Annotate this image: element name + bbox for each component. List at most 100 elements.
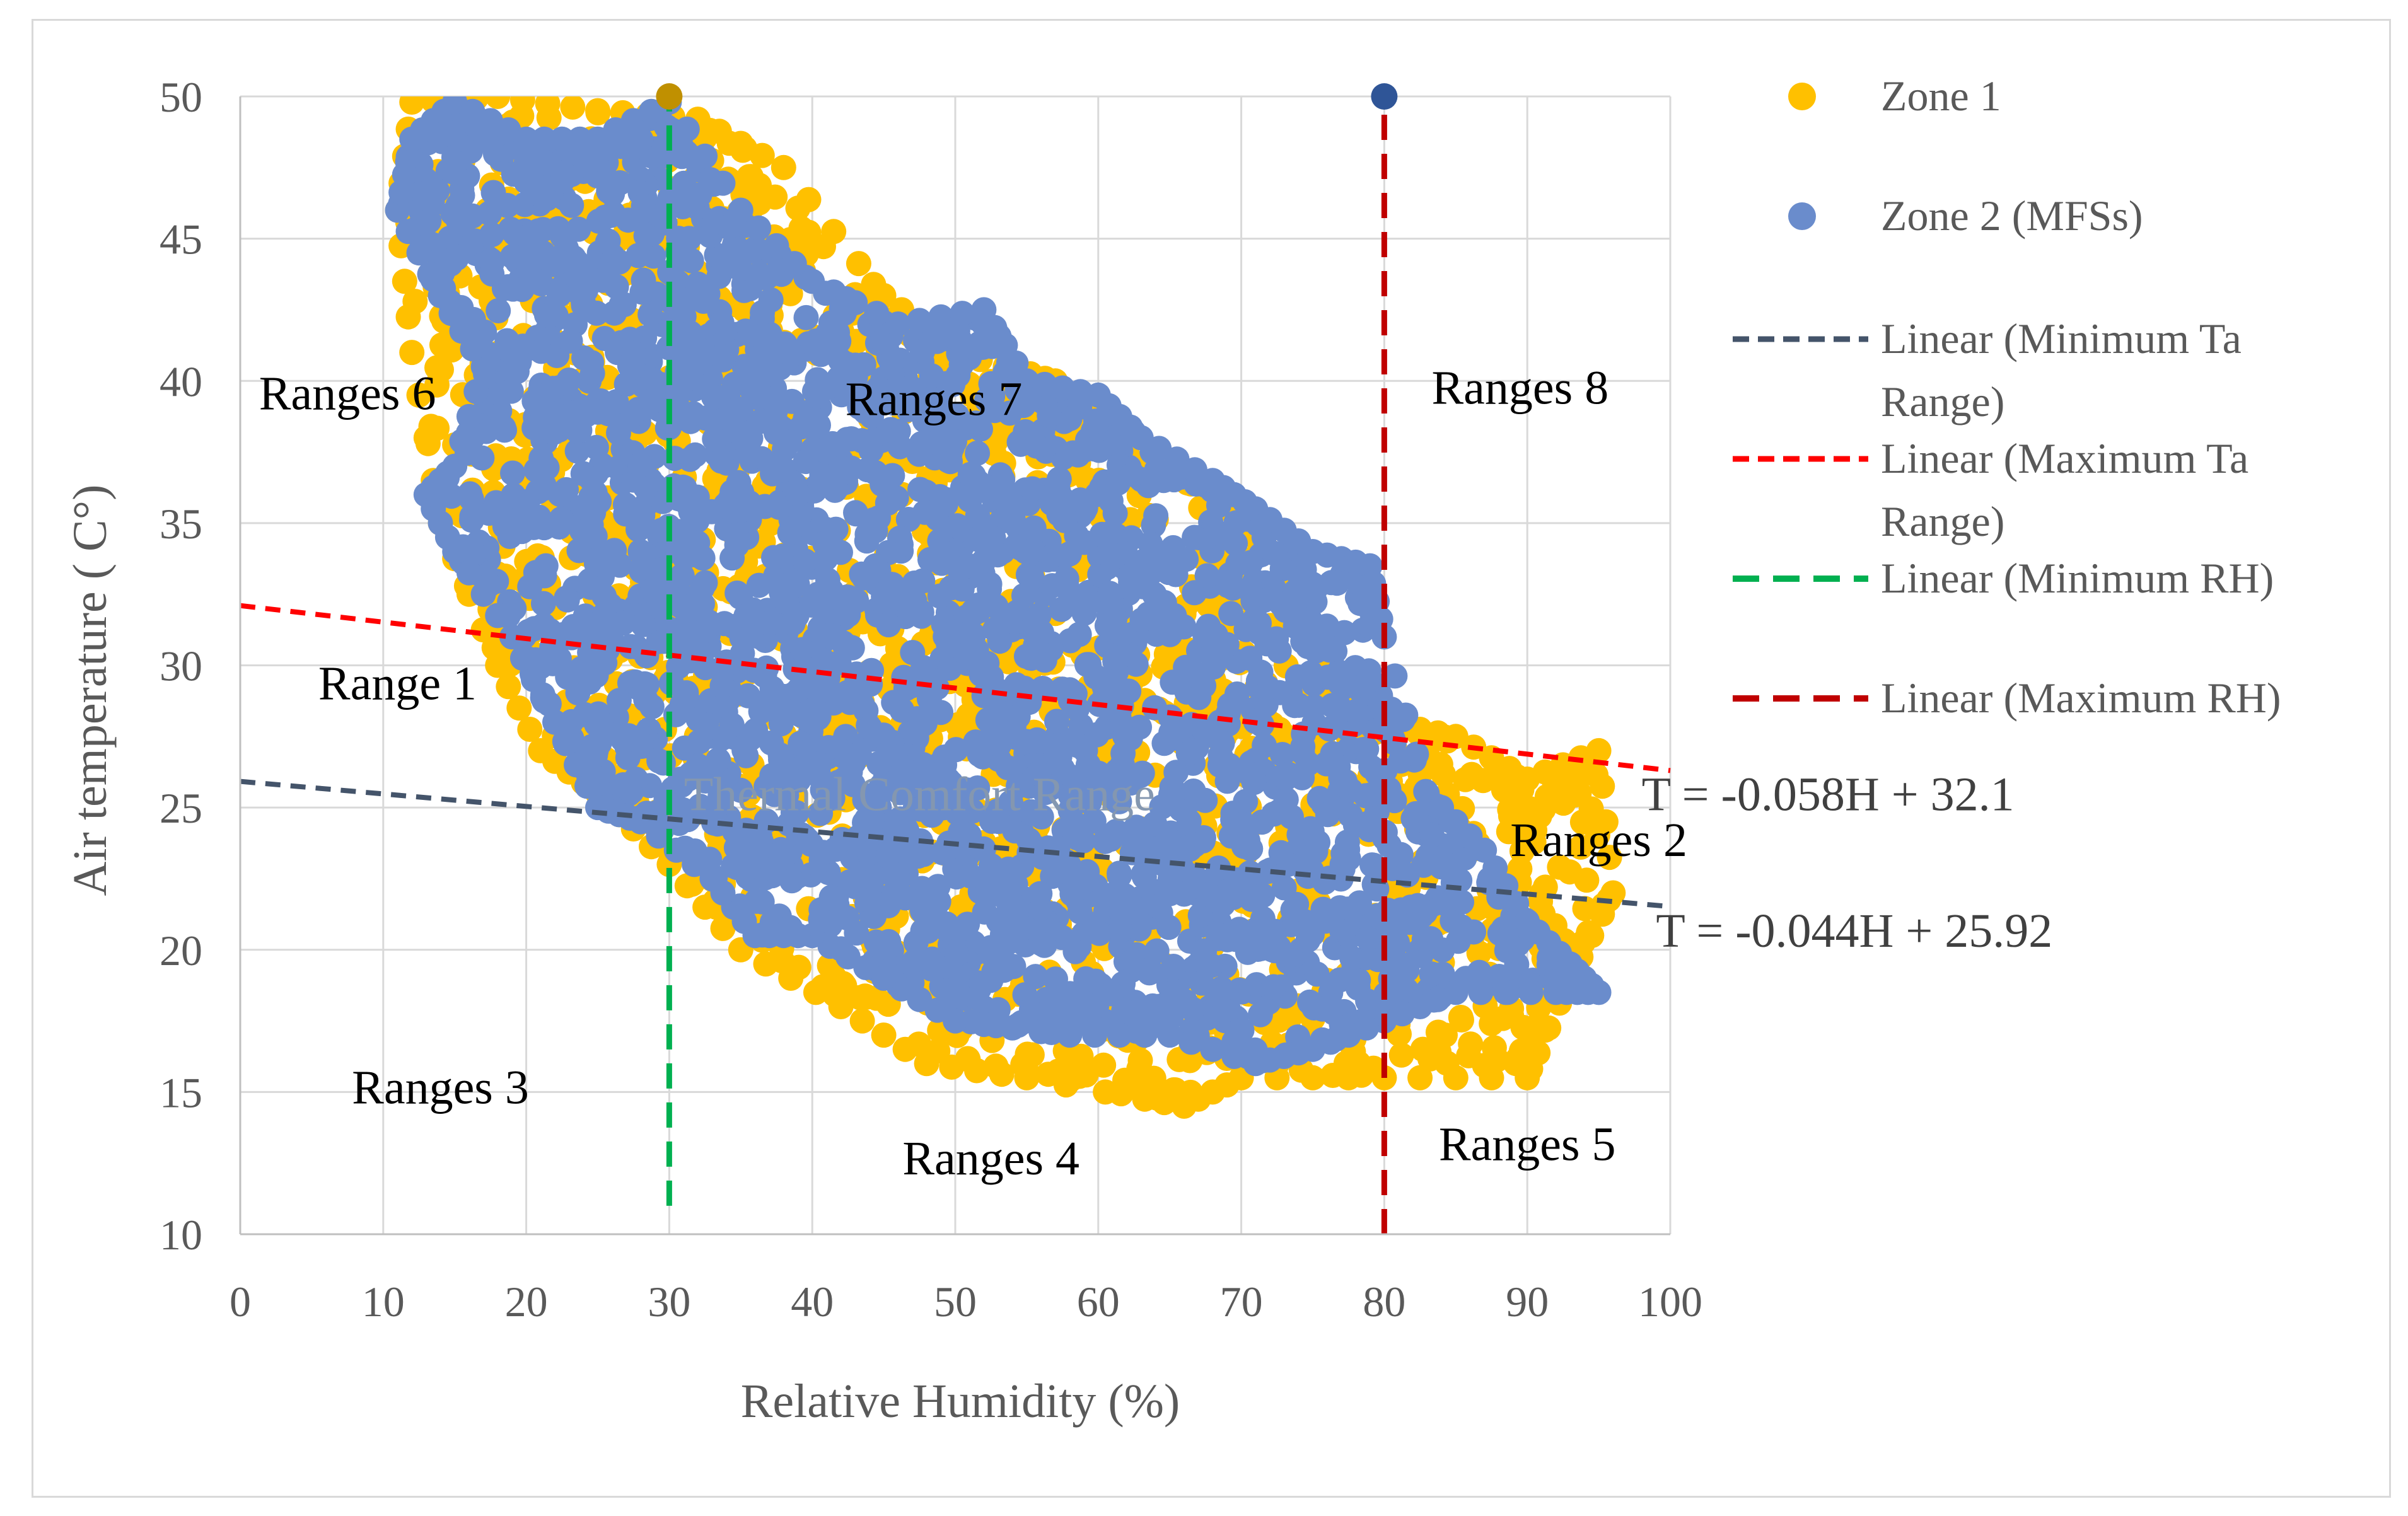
- data-point: [803, 980, 829, 1005]
- data-point: [1194, 563, 1220, 589]
- data-point: [709, 344, 735, 369]
- legend-item: Linear (Minimum RH): [1733, 554, 2274, 602]
- data-point: [948, 819, 974, 845]
- data-point: [789, 223, 815, 248]
- data-point: [392, 269, 417, 294]
- data-point: [1132, 1022, 1158, 1048]
- data-point: [1107, 918, 1133, 943]
- data-point: [1057, 1022, 1083, 1048]
- data-point: [1458, 1031, 1484, 1057]
- data-point: [1288, 583, 1313, 609]
- data-point: [1112, 723, 1137, 749]
- data-point: [528, 738, 554, 763]
- legend-label: Linear (Maximum Ta: [1881, 434, 2248, 482]
- data-point: [610, 610, 636, 636]
- data-point: [719, 545, 745, 571]
- data-point: [1163, 562, 1189, 587]
- data-point: [1221, 1044, 1247, 1069]
- data-point: [514, 148, 539, 174]
- data-point: [623, 634, 649, 660]
- data-point: [1023, 964, 1049, 990]
- annotation-label: Ranges 6: [259, 367, 436, 420]
- data-point: [532, 688, 557, 714]
- data-point: [796, 187, 822, 212]
- data-point: [1142, 811, 1168, 837]
- y-tick-label: 15: [160, 1068, 202, 1116]
- data-point: [595, 229, 620, 255]
- data-point: [1382, 663, 1408, 689]
- annotation-label: Ranges 2: [1510, 814, 1687, 867]
- data-point: [721, 853, 747, 879]
- data-point: [606, 420, 631, 446]
- data-point: [1143, 503, 1169, 529]
- data-point: [904, 720, 930, 746]
- data-point: [1144, 938, 1170, 964]
- x-tick-label: 90: [1506, 1278, 1549, 1326]
- data-point: [449, 429, 475, 454]
- data-point: [1089, 521, 1115, 547]
- data-point: [399, 340, 425, 366]
- data-point: [532, 475, 557, 501]
- data-point: [843, 500, 868, 526]
- data-point: [1249, 809, 1275, 835]
- data-point: [1053, 543, 1079, 569]
- data-point: [1449, 889, 1475, 915]
- data-point: [1459, 761, 1485, 787]
- data-point: [678, 648, 704, 674]
- data-point: [424, 178, 450, 204]
- data-point: [858, 783, 883, 809]
- data-point: [578, 574, 603, 600]
- data-point: [1334, 915, 1359, 940]
- data-point: [1176, 809, 1202, 834]
- data-point: [646, 748, 672, 774]
- data-point: [1355, 925, 1381, 951]
- data-point: [1525, 1040, 1551, 1066]
- data-point: [1331, 674, 1356, 700]
- data-point: [456, 403, 482, 429]
- data-point: [1327, 967, 1352, 993]
- data-point: [1300, 922, 1325, 947]
- data-point: [692, 768, 718, 794]
- data-point: [733, 743, 759, 768]
- data-point: [1103, 697, 1129, 723]
- data-point: [1426, 1039, 1452, 1065]
- data-point: [1087, 562, 1113, 587]
- x-tick-label: 30: [648, 1278, 690, 1326]
- data-point: [984, 477, 1010, 502]
- data-point: [1247, 1002, 1273, 1027]
- data-point: [971, 548, 997, 574]
- data-point: [786, 677, 811, 703]
- data-point: [806, 763, 832, 789]
- data-point: [793, 304, 819, 330]
- data-point: [1054, 570, 1079, 596]
- data-point: [564, 438, 590, 464]
- legend-label: Range): [1881, 497, 2004, 545]
- data-point: [513, 126, 539, 152]
- data-point: [912, 499, 938, 525]
- data-point: [1158, 704, 1184, 730]
- data-point: [1192, 623, 1218, 649]
- data-point: [722, 416, 748, 442]
- data-point: [1254, 631, 1280, 657]
- data-point: [1214, 632, 1240, 657]
- data-point: [849, 1008, 875, 1034]
- data-point: [845, 382, 870, 408]
- data-point: [1003, 672, 1029, 698]
- annotation-label: Ranges 5: [1439, 1118, 1616, 1171]
- data-point: [627, 452, 653, 478]
- data-point: [1112, 678, 1138, 704]
- trend-lines: [240, 83, 1671, 1234]
- data-point: [625, 517, 651, 542]
- data-point: [553, 731, 578, 756]
- data-point: [832, 765, 858, 791]
- data-point: [1354, 736, 1380, 762]
- data-point: [1020, 476, 1045, 502]
- data-point: [1516, 821, 1542, 847]
- data-point: [974, 651, 1000, 676]
- data-point: [1277, 942, 1303, 968]
- data-point: [841, 873, 867, 899]
- data-point: [1210, 891, 1236, 917]
- data-point: [1016, 827, 1042, 853]
- legend-item: Linear (Minimum Ta Range): [1733, 315, 2242, 425]
- x-axis-title: Relative Humidity (%): [741, 1375, 1180, 1428]
